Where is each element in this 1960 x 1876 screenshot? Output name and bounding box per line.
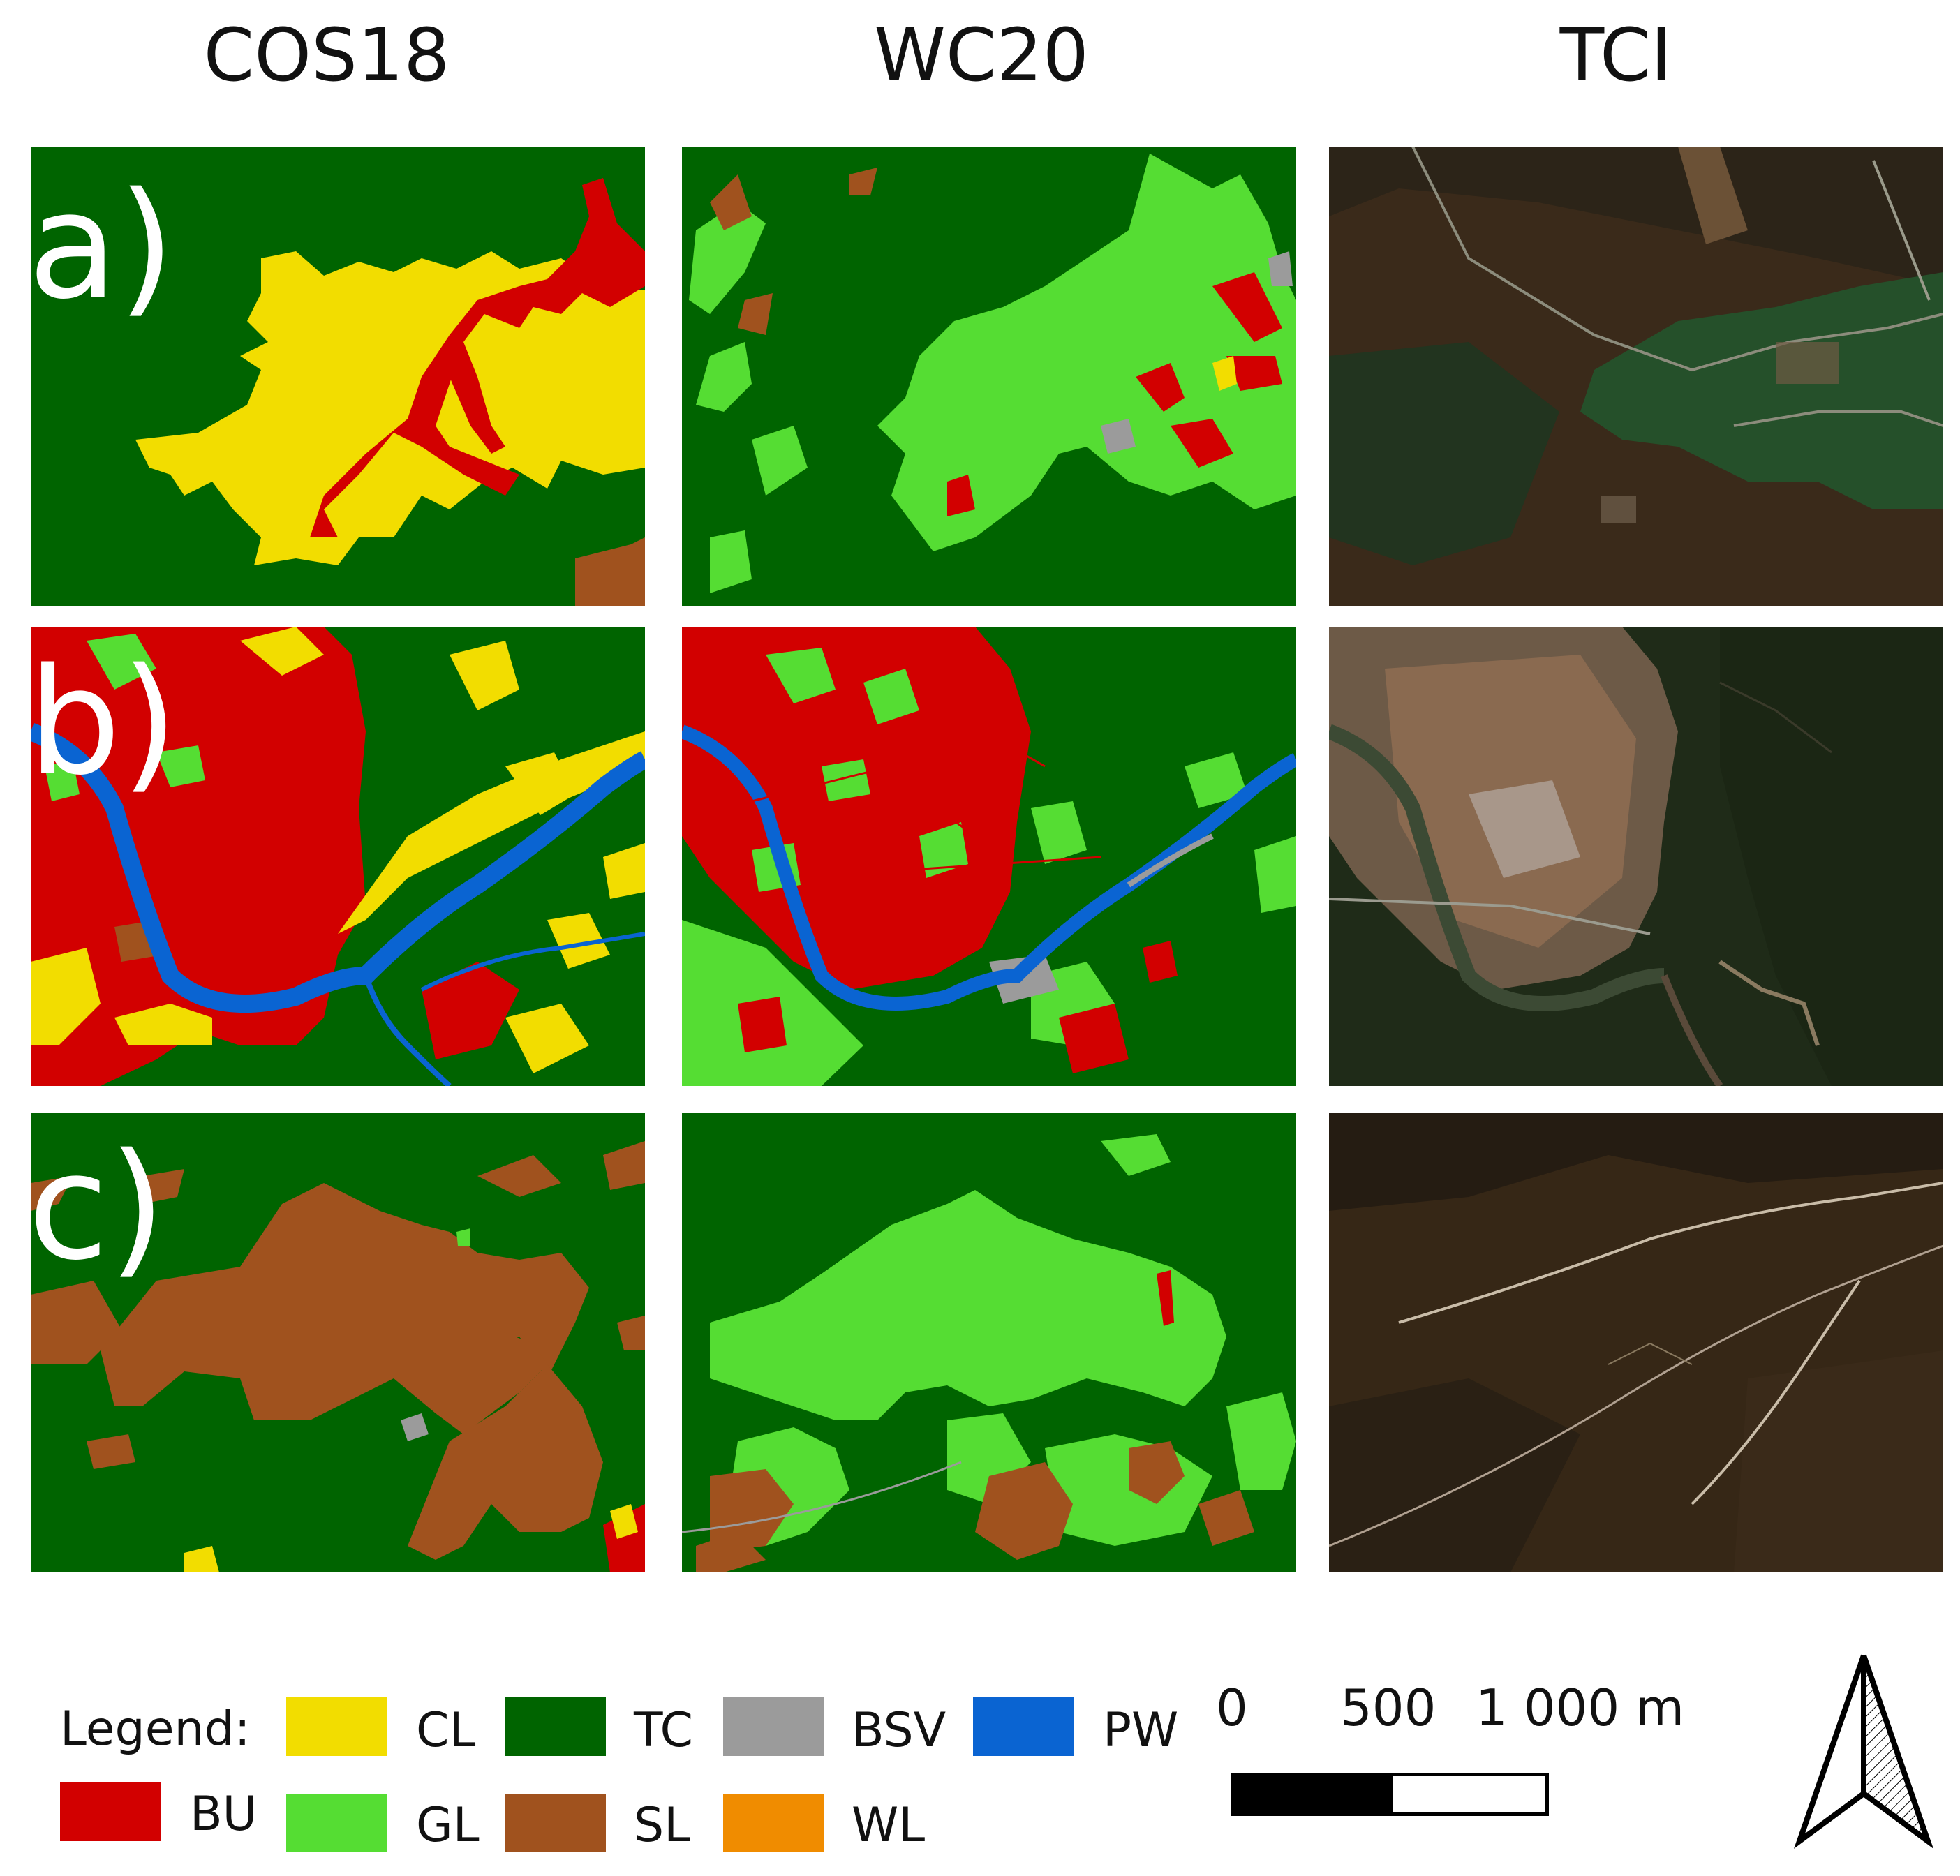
- scale-bar-white-segment: [1390, 1773, 1549, 1816]
- legend-swatch-sl: [505, 1794, 606, 1852]
- legend-label-bsv: BSV: [852, 1703, 946, 1758]
- legend-swatch-wl: [723, 1794, 824, 1852]
- column-title-tci: TCI: [1559, 13, 1672, 98]
- legend-swatch-pw: [973, 1697, 1074, 1756]
- legend-swatch-bu: [60, 1782, 161, 1841]
- legend-label-pw: PW: [1103, 1703, 1179, 1758]
- legend-label-gl: GL: [416, 1798, 480, 1853]
- satellite-tci-b: [1329, 627, 1943, 1086]
- legend-swatch-gl: [286, 1794, 387, 1852]
- row-label-a: a): [28, 161, 175, 332]
- row-label-b: b): [28, 636, 179, 807]
- column-title-wc20: WC20: [874, 13, 1089, 98]
- satellite-tci-c: [1329, 1113, 1943, 1572]
- map-cos18-c: [31, 1113, 645, 1572]
- legend-label-cl: CL: [416, 1703, 476, 1758]
- map-wc20-b: [682, 627, 1296, 1086]
- map-cos18-b: [31, 627, 645, 1086]
- legend-title: Legend:: [60, 1702, 251, 1757]
- map-cos18-a: [31, 147, 645, 606]
- legend-swatch-tc: [505, 1697, 606, 1756]
- map-wc20-c: [682, 1113, 1296, 1572]
- row-label-c: c): [28, 1122, 166, 1293]
- column-title-cos18: COS18: [203, 13, 450, 98]
- map-wc20-a: [682, 147, 1296, 606]
- north-arrow-icon: [1787, 1647, 1940, 1849]
- scale-label-500: 500: [1340, 1678, 1436, 1737]
- legend-label-bu: BU: [190, 1787, 258, 1842]
- scale-label-0: 0: [1216, 1678, 1248, 1737]
- scale-bar-black-segment: [1231, 1773, 1393, 1816]
- legend-label-wl: WL: [852, 1798, 926, 1853]
- satellite-tci-a: [1329, 147, 1943, 606]
- legend-swatch-cl: [286, 1697, 387, 1756]
- scale-label-1000: 1 000 m: [1476, 1678, 1685, 1737]
- legend-label-sl: SL: [634, 1798, 691, 1853]
- legend-label-tc: TC: [634, 1703, 694, 1758]
- legend-swatch-bsv: [723, 1697, 824, 1756]
